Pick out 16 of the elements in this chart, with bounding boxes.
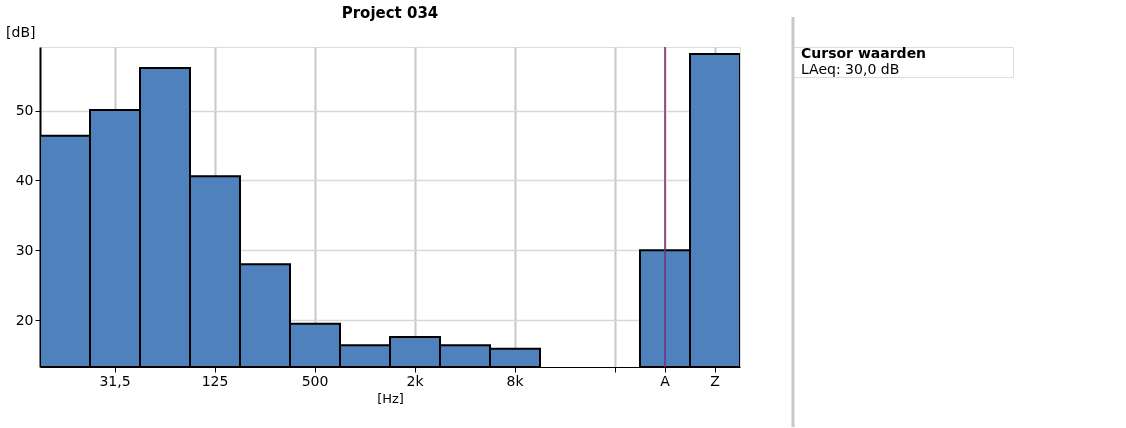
- x-tick-label: 2k: [406, 372, 425, 389]
- y-tick-label: 40: [15, 171, 34, 188]
- text: LAeq: 30,0 dB: [801, 61, 900, 77]
- text: Cursor waarden: [801, 45, 927, 61]
- x-tick-label: 8k: [506, 372, 525, 389]
- x-axis-title: [Hz]: [377, 390, 404, 406]
- x-tick-label: 500: [301, 372, 329, 389]
- y-tick-label: 30: [15, 241, 34, 258]
- y-axis-title: [dB]: [6, 23, 36, 40]
- x-tick-label: 125: [201, 372, 229, 389]
- y-tick-label: 20: [15, 311, 34, 328]
- x-tick-label: Z: [710, 372, 720, 389]
- x-tick-label: A: [660, 372, 671, 389]
- x-tick-label: 31,5: [99, 372, 131, 389]
- y-tick-label: 50: [15, 102, 34, 119]
- chart-title: Project 034: [341, 4, 439, 22]
